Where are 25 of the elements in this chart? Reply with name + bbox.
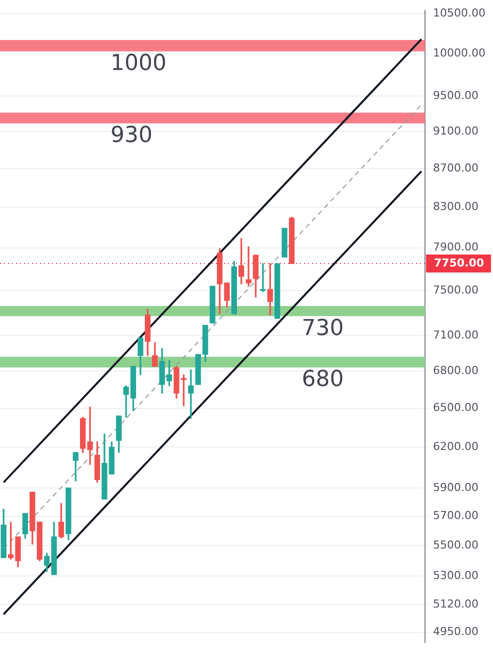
band-label: 930 bbox=[110, 123, 152, 148]
y-tick-label: 5500.00 bbox=[433, 538, 478, 552]
y-tick-label: 5120.00 bbox=[433, 597, 478, 610]
y-tick-label: 6800.00 bbox=[433, 364, 478, 377]
candlestick bbox=[282, 228, 288, 258]
y-tick-label: 7500.00 bbox=[433, 283, 478, 296]
y-tick-label: 10500.00 bbox=[433, 6, 486, 20]
band-label: 1000 bbox=[110, 51, 166, 76]
band-label: 680 bbox=[302, 367, 344, 392]
band-label: 730 bbox=[302, 316, 344, 341]
y-tick-label: 8300.00 bbox=[433, 200, 478, 214]
y-tick-label: 8700.00 bbox=[433, 161, 478, 174]
y-tick-label: 5700.00 bbox=[433, 509, 478, 522]
y-tick-label: 6200.00 bbox=[433, 440, 478, 453]
y-tick-label: 6500.00 bbox=[433, 401, 478, 414]
y-tick-label: 9100.00 bbox=[433, 124, 478, 138]
y-tick-label: 7900.00 bbox=[433, 240, 478, 254]
y-tick-label: 5300.00 bbox=[433, 569, 478, 582]
y-tick-label: 4950.00 bbox=[433, 625, 478, 638]
y-tick-label: 9500.00 bbox=[433, 88, 478, 102]
y-tick-label: 7100.00 bbox=[433, 328, 478, 342]
candlestick bbox=[210, 286, 216, 324]
y-tick-label: 10000.00 bbox=[433, 46, 486, 60]
ref-line-label: 7750.00 bbox=[434, 256, 484, 270]
y-tick-label: 5900.00 bbox=[433, 480, 478, 494]
